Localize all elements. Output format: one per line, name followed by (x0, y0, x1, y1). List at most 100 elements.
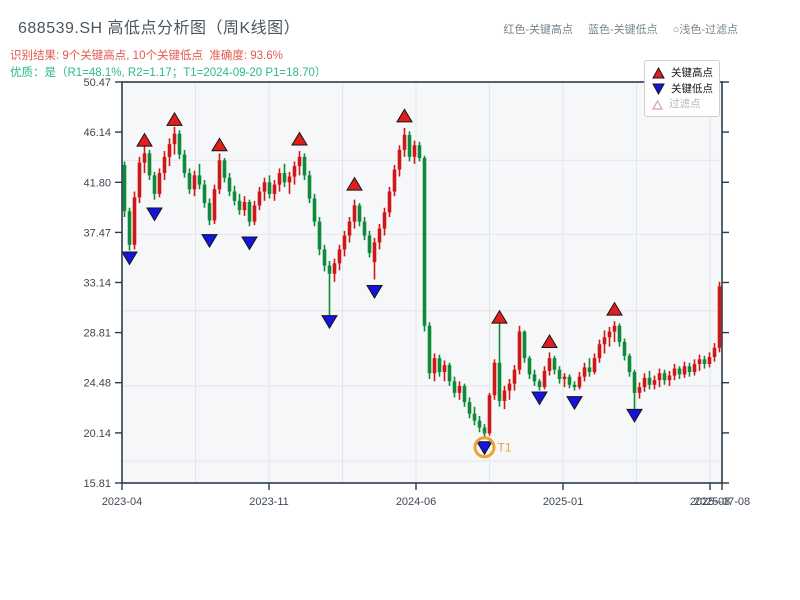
y-tick-label: 50.47 (83, 77, 111, 89)
candle-body (177, 133, 182, 155)
candle-body (357, 205, 362, 222)
candle-body (582, 367, 587, 377)
candle-body (157, 173, 162, 194)
candle-body (147, 153, 152, 176)
candle-body (652, 380, 657, 385)
candle-body (672, 368, 677, 376)
t1-highlight-ring (473, 436, 496, 459)
y-tick-label: 46.14 (83, 127, 111, 139)
candle-body (412, 145, 417, 157)
candle-body (152, 175, 157, 194)
candle-body (687, 366, 692, 373)
t1-label: T1 (498, 440, 512, 454)
candle-body (642, 377, 647, 388)
candle-body (512, 369, 517, 384)
candle-body (332, 263, 337, 274)
candle-body (227, 177, 232, 192)
candle-body (387, 191, 392, 213)
candle-body (402, 134, 407, 150)
candle-body (442, 365, 447, 373)
candle-body (627, 355, 632, 373)
x-tick-label: 2023-04 (102, 496, 142, 508)
candle-body (297, 156, 302, 167)
candle-body (362, 221, 367, 236)
filtered-triangle-icon (652, 99, 663, 110)
candle-body (422, 158, 427, 326)
candle-body (622, 341, 627, 356)
legend-item-key-high: 关键高点 (652, 67, 719, 79)
candle-body (202, 184, 207, 204)
candle-body (242, 201, 247, 211)
candle-body (172, 133, 177, 145)
candle-body (397, 149, 402, 170)
candle-body (122, 164, 127, 212)
candle-body (542, 370, 547, 388)
candle-body (462, 385, 467, 403)
legend-label: 关键低点 (671, 83, 713, 95)
legend-item-filtered: 过滤点 (652, 99, 719, 110)
candle-body (307, 175, 312, 199)
candle-body (452, 381, 457, 393)
key-high-marker (166, 111, 183, 126)
candle-body (192, 175, 197, 190)
candle-body (447, 365, 452, 382)
candle-body (142, 153, 147, 163)
candle-body (207, 203, 212, 221)
candle-body (492, 362, 497, 396)
candle-body (427, 325, 432, 374)
key-high-marker (491, 309, 508, 324)
recognition-result-text: 识别结果: 9个关键高点, 10个关键低点 准确度: 93.6% (10, 50, 283, 62)
y-tick-label: 41.80 (83, 177, 111, 189)
candle-body (342, 235, 347, 250)
candle-body (532, 374, 537, 382)
key-high-marker (606, 301, 623, 316)
candle-body (562, 376, 567, 379)
y-tick-label: 20.14 (83, 428, 111, 440)
candle-body (367, 235, 372, 253)
candle-body (372, 242, 377, 263)
candle-body (712, 347, 717, 358)
candle-body (572, 384, 577, 388)
candle-body (432, 358, 437, 374)
candle-body (182, 154, 187, 174)
candle-body (127, 211, 132, 245)
candle-body (317, 221, 322, 250)
candle-body (197, 175, 202, 185)
candle-body (262, 182, 267, 192)
x-tick-label: 2025-07-08 (694, 496, 750, 508)
x-tick-label: 2025-01 (543, 496, 583, 508)
candle-body (522, 331, 527, 359)
key-high-marker (136, 132, 153, 147)
candle-body (472, 413, 477, 421)
candle-body (222, 160, 227, 178)
candle-body (717, 286, 722, 348)
page-title: 688539.SH 高低点分析图（周K线图） (18, 20, 301, 37)
candle-body (292, 166, 297, 177)
candle-body (677, 368, 682, 375)
candle-body (407, 134, 412, 157)
candle-body (612, 325, 617, 332)
candle-body (552, 358, 557, 370)
x-tick-label: 2024-06 (396, 496, 436, 508)
candle-body (632, 372, 637, 393)
candle-body (347, 221, 352, 236)
key-high-marker (291, 131, 308, 146)
x-tick-label: 2025-08 (690, 496, 730, 508)
candle-body (282, 173, 287, 183)
x-tick-label: 2023-11 (249, 496, 289, 508)
candle-body (692, 363, 697, 373)
y-tick-label: 37.47 (83, 227, 111, 239)
candle-body (702, 359, 707, 364)
candle-body (457, 385, 462, 393)
candle-body (322, 249, 327, 266)
legend-item-key-low: 关键低点 (652, 83, 719, 96)
key-high-marker (541, 333, 558, 348)
candle-body (132, 197, 137, 245)
candle-body (667, 375, 672, 381)
candle-body (637, 387, 642, 393)
quality-text: 优质：是（R1=48.1%, R2=1.17；T1=2024-09-20 P1=… (10, 67, 327, 79)
candle-body (267, 182, 272, 194)
candle-body (377, 228, 382, 243)
